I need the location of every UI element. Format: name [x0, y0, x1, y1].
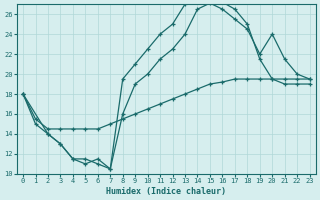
- X-axis label: Humidex (Indice chaleur): Humidex (Indice chaleur): [106, 187, 226, 196]
